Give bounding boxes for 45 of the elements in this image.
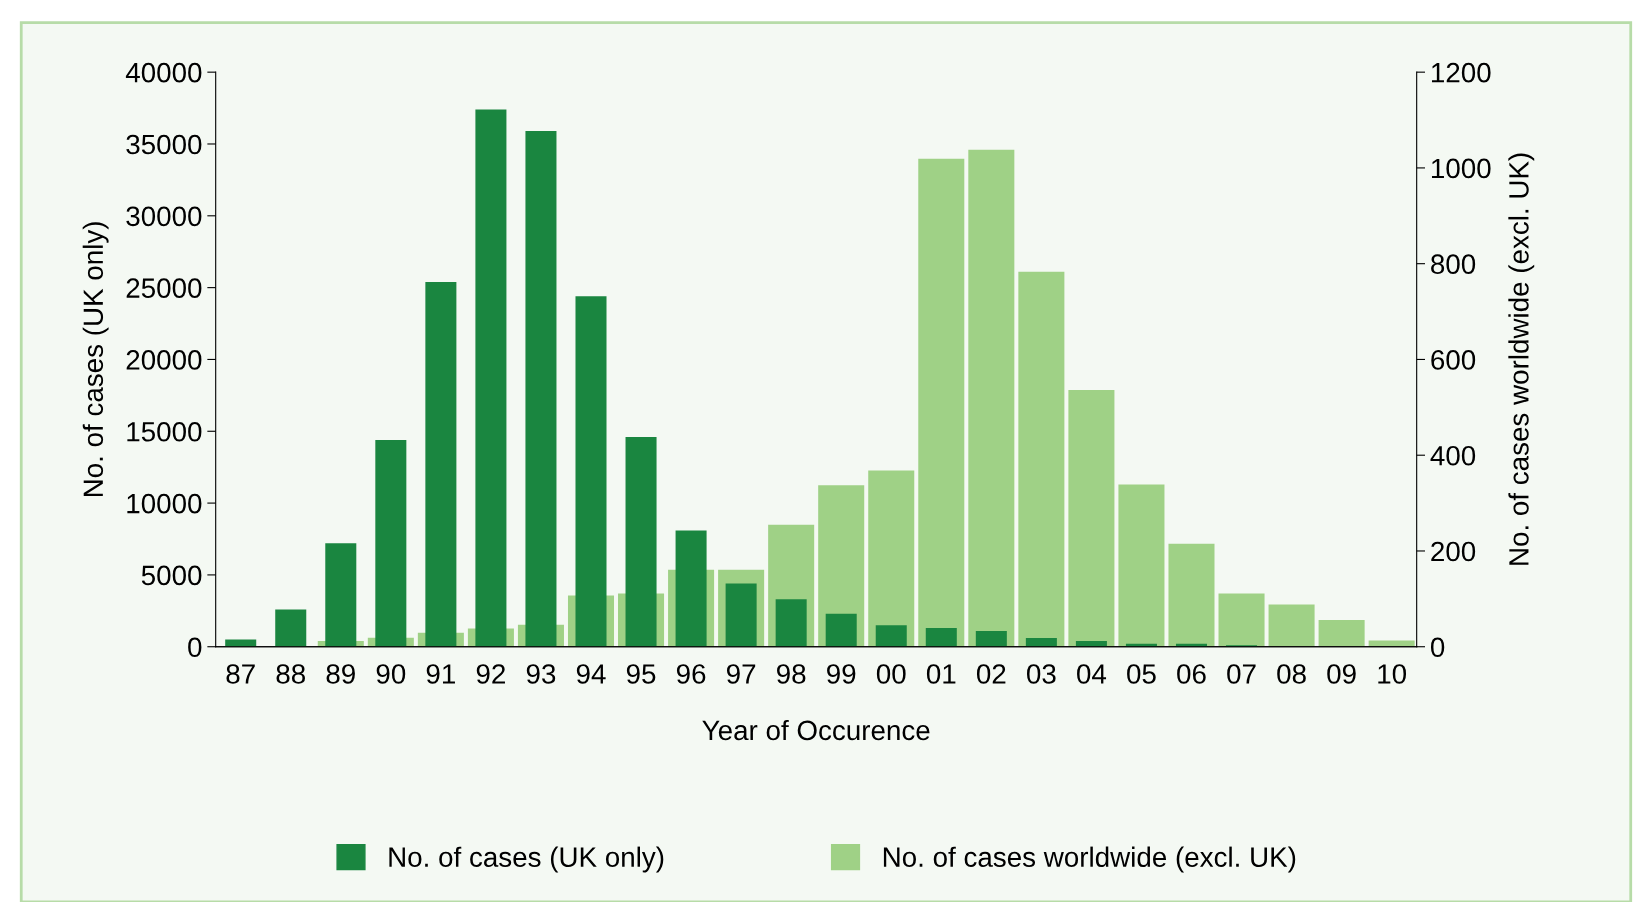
- x-tick-label: 89: [326, 664, 355, 684]
- x-tick-label: 90: [376, 664, 406, 684]
- x-tick-label: 05: [1127, 664, 1156, 684]
- x-tick-label: 97: [726, 664, 756, 684]
- x-tick-label: 99: [827, 664, 856, 684]
- x-tick-label: 03: [1027, 664, 1056, 684]
- y-tick-label: 10000: [127, 493, 202, 514]
- y-tick-label: 5000: [141, 565, 202, 586]
- y-axis-title: No. of cases (UK only): [82, 222, 109, 497]
- x-tick-label: 08: [1277, 664, 1306, 684]
- legend-label: No. of cases worldwide (excl. UK): [883, 846, 1296, 873]
- y-tick-label: 20000: [126, 350, 202, 370]
- x-tick-label: 93: [526, 664, 556, 684]
- y-tick-label: 15000: [127, 421, 202, 442]
- y2-tick-label: 1000: [1431, 158, 1491, 179]
- x-tick-label: 95: [626, 664, 656, 684]
- x-tick-label: 91: [426, 664, 455, 684]
- y2-tick-label: 800: [1431, 254, 1476, 275]
- y2-tick-label: 400: [1430, 445, 1476, 466]
- y-tick-label: 40000: [125, 62, 202, 83]
- x-tick-label: 92: [476, 664, 505, 684]
- y2-tick-label: 600: [1431, 350, 1476, 370]
- x-tick-label: 09: [1327, 664, 1356, 684]
- x-tick-label: 07: [1227, 664, 1256, 684]
- legend-label: No. of cases (UK only): [389, 846, 664, 873]
- x-tick-label: 01: [926, 664, 956, 684]
- x-tick-label: 96: [676, 664, 706, 684]
- y-tick-label: 35000: [126, 134, 202, 155]
- y-tick-label: 25000: [126, 278, 202, 298]
- x-tick-label: 02: [976, 664, 1006, 684]
- x-tick-label: 94: [576, 664, 606, 684]
- x-tick-label: 10: [1378, 664, 1407, 684]
- y-tick-label: 30000: [126, 206, 202, 227]
- x-tick-label: 87: [226, 664, 255, 684]
- y2-tick-label: 1200: [1431, 62, 1491, 83]
- x-tick-label: 04: [1077, 664, 1107, 684]
- y-tick-label: 0: [188, 637, 202, 658]
- y2-tick-label: 0: [1430, 637, 1445, 658]
- x-tick-label: 98: [777, 664, 806, 684]
- x-tick-label: 00: [876, 664, 906, 684]
- x-tick-label: 06: [1177, 664, 1206, 684]
- y2-axis-title: No. of cases worldwide (excl. UK): [1508, 153, 1535, 565]
- x-axis-title: Year of Occurence: [702, 719, 930, 741]
- x-tick-label: 88: [276, 664, 305, 684]
- y2-tick-label: 200: [1431, 541, 1476, 562]
